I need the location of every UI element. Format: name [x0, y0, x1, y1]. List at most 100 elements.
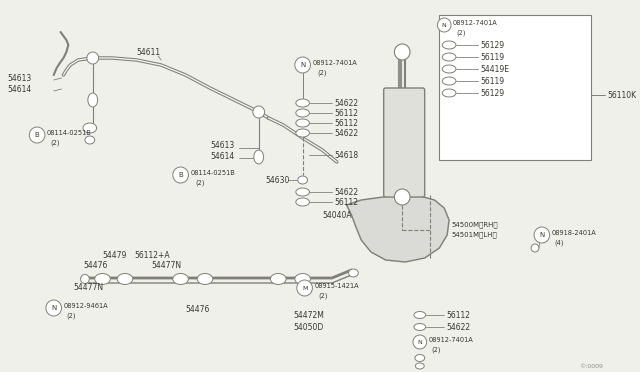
Ellipse shape	[295, 273, 310, 285]
Text: (2): (2)	[67, 313, 76, 319]
Ellipse shape	[117, 273, 132, 285]
Ellipse shape	[296, 188, 310, 196]
Text: 56112: 56112	[334, 198, 358, 206]
Ellipse shape	[415, 363, 424, 369]
Ellipse shape	[271, 273, 286, 285]
Ellipse shape	[414, 324, 426, 330]
Text: 54476: 54476	[83, 260, 108, 269]
Ellipse shape	[173, 273, 188, 285]
Text: (2): (2)	[195, 180, 205, 186]
Text: 54622: 54622	[334, 99, 358, 108]
Text: 08912-7401A: 08912-7401A	[453, 20, 498, 26]
Text: 54476: 54476	[186, 305, 210, 314]
Text: 56112+A: 56112+A	[135, 250, 170, 260]
Text: 54630: 54630	[266, 176, 290, 185]
Polygon shape	[347, 195, 449, 262]
Ellipse shape	[81, 275, 90, 283]
Text: 54622: 54622	[446, 323, 470, 331]
Text: 56119: 56119	[481, 77, 504, 86]
Text: 54611: 54611	[137, 48, 161, 57]
Text: 56129: 56129	[481, 41, 504, 49]
Text: B: B	[35, 132, 40, 138]
Ellipse shape	[296, 119, 310, 127]
Text: 54622: 54622	[334, 128, 358, 138]
Text: M: M	[302, 285, 307, 291]
Circle shape	[437, 18, 451, 32]
Circle shape	[394, 44, 410, 60]
Ellipse shape	[296, 109, 310, 117]
Circle shape	[531, 244, 539, 252]
Circle shape	[413, 335, 427, 349]
Text: 56112: 56112	[446, 311, 470, 320]
FancyBboxPatch shape	[384, 88, 425, 197]
Text: N: N	[442, 22, 447, 28]
Text: B: B	[178, 172, 183, 178]
Ellipse shape	[88, 93, 98, 107]
Text: 08912-9461A: 08912-9461A	[63, 303, 108, 309]
Text: 54613: 54613	[8, 74, 32, 83]
Ellipse shape	[442, 53, 456, 61]
Text: 54419E: 54419E	[481, 64, 509, 74]
Ellipse shape	[298, 176, 308, 184]
Ellipse shape	[95, 273, 110, 285]
Circle shape	[87, 52, 99, 64]
Text: 54614: 54614	[210, 151, 234, 160]
Text: 54040A: 54040A	[322, 211, 352, 219]
Text: 08912-7401A: 08912-7401A	[429, 337, 474, 343]
Ellipse shape	[442, 41, 456, 49]
Circle shape	[295, 57, 310, 73]
Text: (2): (2)	[317, 70, 327, 76]
Text: (2): (2)	[456, 30, 465, 36]
Ellipse shape	[254, 150, 264, 164]
Text: 08114-0251B: 08114-0251B	[190, 170, 235, 176]
Text: (4): (4)	[554, 240, 564, 246]
Text: 54477N: 54477N	[151, 260, 182, 269]
Circle shape	[534, 227, 550, 243]
Text: (2): (2)	[431, 347, 441, 353]
Text: 54479: 54479	[102, 250, 127, 260]
Text: 54050D: 54050D	[293, 323, 323, 331]
Ellipse shape	[296, 99, 310, 107]
Text: 54472M: 54472M	[293, 311, 324, 320]
Ellipse shape	[349, 269, 358, 277]
Text: 54500M〈RH〉: 54500M〈RH〉	[451, 222, 498, 228]
Ellipse shape	[296, 198, 310, 206]
Text: 56112: 56112	[334, 119, 358, 128]
Bar	[439, 15, 591, 160]
Text: 54622: 54622	[334, 187, 358, 196]
Circle shape	[394, 189, 410, 205]
Text: N: N	[540, 232, 545, 238]
Text: 54614: 54614	[8, 84, 32, 93]
Text: 54613: 54613	[210, 141, 234, 150]
Text: 08114-0251B: 08114-0251B	[47, 130, 92, 136]
Text: 54477N: 54477N	[73, 283, 103, 292]
Text: ©:0009: ©:0009	[579, 363, 604, 369]
Text: 54618: 54618	[334, 151, 358, 160]
Ellipse shape	[442, 65, 456, 73]
Ellipse shape	[415, 355, 425, 362]
Text: 56119: 56119	[481, 52, 504, 61]
Text: (2): (2)	[318, 293, 328, 299]
Ellipse shape	[442, 77, 456, 85]
Text: 08915-1421A: 08915-1421A	[314, 283, 359, 289]
Ellipse shape	[442, 89, 456, 97]
Text: N: N	[51, 305, 56, 311]
Text: 54501M〈LH〉: 54501M〈LH〉	[451, 232, 497, 238]
Ellipse shape	[197, 273, 213, 285]
Text: N: N	[417, 340, 422, 344]
Text: (2): (2)	[51, 140, 60, 146]
Text: N: N	[300, 62, 305, 68]
Text: 56110K: 56110K	[607, 90, 636, 99]
Circle shape	[29, 127, 45, 143]
Text: 08918-2401A: 08918-2401A	[552, 230, 596, 236]
Circle shape	[253, 106, 264, 118]
Circle shape	[173, 167, 188, 183]
Circle shape	[297, 280, 312, 296]
Text: 56129: 56129	[481, 89, 504, 97]
Circle shape	[46, 300, 61, 316]
Ellipse shape	[85, 136, 95, 144]
Text: 08912-7401A: 08912-7401A	[312, 60, 357, 66]
Ellipse shape	[414, 311, 426, 318]
Ellipse shape	[83, 123, 97, 133]
Text: 56112: 56112	[334, 109, 358, 118]
